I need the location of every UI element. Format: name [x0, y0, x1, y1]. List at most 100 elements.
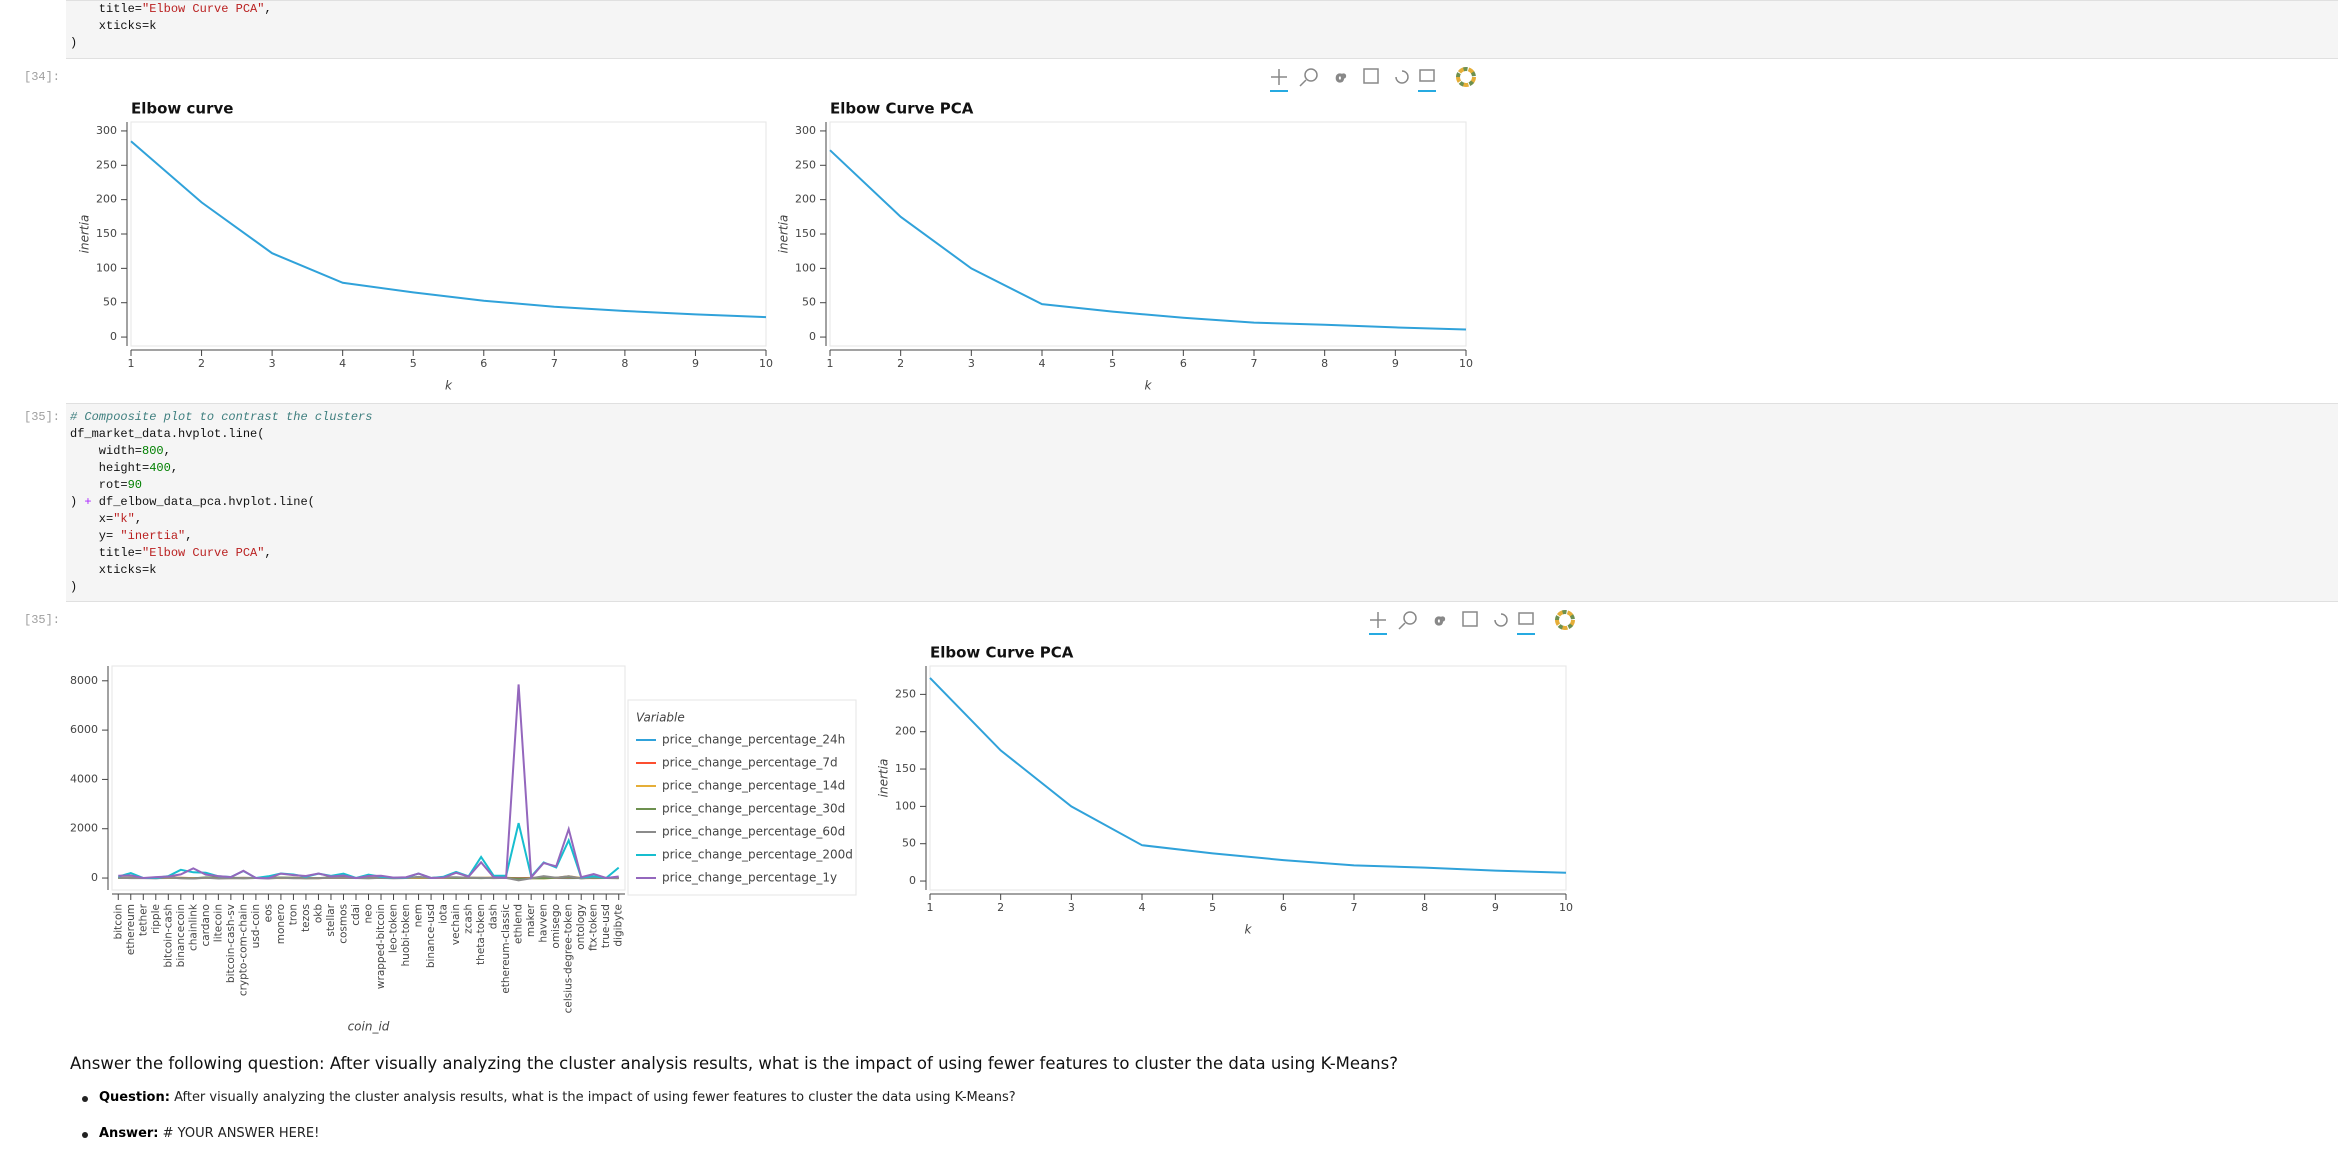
x-tick-label: 7 [1351, 901, 1358, 914]
plot-frame [111, 665, 626, 891]
x-tick-label: dash [488, 904, 500, 929]
x-tick-label: ethereum [125, 904, 137, 955]
legend-label: price_change_percentage_200d [662, 848, 853, 862]
x-tick-label: 3 [1068, 901, 1075, 914]
legend-title: Variable [636, 711, 685, 725]
x-tick-label: tron [287, 904, 299, 925]
x-tick-label: 4 [1139, 901, 1146, 914]
x-tick-label: theta-token [475, 904, 487, 965]
x-tick-label: 8 [1421, 901, 1428, 914]
x-tick-label: cdai [350, 904, 362, 926]
x-tick-label: 2 [997, 901, 1004, 914]
pan-tool[interactable] [1370, 612, 1386, 628]
x-tick-label: 5 [410, 357, 417, 370]
reset-tool[interactable] [1494, 613, 1508, 627]
y-axis-label: inertia [777, 215, 791, 254]
plot-frame [929, 665, 1567, 891]
cell-prompt: [35]: [24, 613, 61, 627]
x-tick-label: 10 [759, 357, 773, 370]
y-tick-label: 100 [96, 261, 117, 274]
plot: 0 2000 4000 6000 8000 bitcoin ethereum tether ri… [70, 665, 857, 1034]
x-tick-label: 3 [968, 357, 975, 370]
x-tick-label: litecoin [212, 904, 224, 942]
x-tick-label: 3 [269, 357, 276, 370]
plot-title: Elbow Curve PCA [930, 644, 1074, 662]
wheel-zoom-tool[interactable]: ꝍ [1434, 613, 1446, 630]
x-tick-label: cosmos [337, 904, 349, 944]
x-tick-label: bitcoin-cash [162, 904, 174, 968]
y-tick-label: 250 [795, 158, 816, 171]
plot: Elbow curve 0 50 100 150 200 250 300 inertia 1 2 3 4… [78, 100, 774, 393]
list-item: Answer: # YOUR ANSWER HERE! [99, 1126, 319, 1141]
save-tool[interactable] [1363, 68, 1379, 84]
code-line: title="Elbow Curve PCA", [70, 546, 272, 560]
code-line: # Compoosite plot to contrast the cluste… [70, 410, 373, 424]
plot-frame [130, 121, 767, 347]
pan-tool[interactable] [1271, 69, 1287, 85]
x-axis-label: k [1245, 923, 1253, 937]
y-axis-label: inertia [78, 215, 92, 254]
bokeh-logo[interactable] [1555, 610, 1575, 630]
x-tick-label: 8 [1321, 357, 1328, 370]
zoom-tool[interactable] [1304, 68, 1318, 82]
x-tick-label: 2 [198, 357, 205, 370]
y-tick-label: 0 [909, 874, 916, 887]
x-tick-label: 1 [827, 357, 834, 370]
x-tick-label: 10 [1559, 901, 1573, 914]
toolbar: ꝍ [1369, 610, 1575, 635]
item-text: # YOUR ANSWER HERE! [162, 1126, 320, 1141]
legend-label: price_change_percentage_1y [662, 871, 837, 885]
bullet [82, 1096, 88, 1102]
code-line: y= "inertia", [70, 529, 193, 543]
data-line [118, 822, 620, 880]
y-tick-label: 250 [895, 687, 916, 700]
x-tick-label: tezos [300, 904, 312, 932]
toolbar: ꝍ [1270, 67, 1476, 92]
reset-tool[interactable] [1395, 70, 1409, 84]
x-tick-label: 4 [339, 357, 346, 370]
bokeh-logo[interactable] [1456, 67, 1476, 87]
x-tick-label: binance-usd [425, 904, 437, 968]
data-line [829, 149, 1467, 331]
y-tick-label: 200 [96, 193, 117, 206]
cell-prompt: [34]: [24, 70, 61, 84]
x-tick-label: wrapped-bitcoin [375, 904, 387, 989]
y-tick-label: 150 [96, 227, 117, 240]
x-tick-label: binancecoin [175, 904, 187, 967]
y-tick-label: 150 [895, 762, 916, 775]
x-tick-label: bitcoin [112, 904, 124, 939]
plot-title: Elbow curve [131, 100, 233, 118]
x-tick-label: okb [312, 904, 324, 924]
zoom-tool[interactable] [1403, 611, 1417, 625]
y-tick-label: 6000 [70, 723, 98, 736]
code-line: xticks=k [70, 19, 157, 33]
x-tick-label: iota [438, 904, 450, 924]
x-tick-label: 9 [692, 357, 699, 370]
wheel-zoom-tool[interactable]: ꝍ [1335, 70, 1347, 87]
y-tick-label: 300 [96, 124, 117, 137]
code-line: ) + df_elbow_data_pca.hvplot.line( [70, 495, 315, 509]
y-tick-label: 50 [103, 296, 117, 309]
bullet [82, 1132, 88, 1138]
hover-tool[interactable] [1419, 69, 1435, 82]
code-line: height=400, [70, 461, 179, 475]
x-tick-label: 4 [1039, 357, 1046, 370]
x-tick-label: 7 [551, 357, 558, 370]
data-line [118, 684, 619, 880]
data-line [929, 677, 1567, 874]
save-tool[interactable] [1462, 611, 1478, 627]
x-tick-label: ftx-token [588, 904, 600, 951]
x-tick-label: 1 [128, 357, 135, 370]
data-line [130, 140, 767, 319]
x-tick-label: 5 [1109, 357, 1116, 370]
x-tick-label: leo-token [388, 904, 400, 953]
code-cell [66, 403, 2338, 602]
hover-tool[interactable] [1518, 612, 1534, 625]
x-axis-label: k [1145, 379, 1153, 393]
legend-box [627, 699, 857, 896]
x-tick-label: bitcoin-cash-sv [225, 904, 237, 983]
x-tick-label: 9 [1492, 901, 1499, 914]
x-tick-label: huobi-token [400, 904, 412, 966]
